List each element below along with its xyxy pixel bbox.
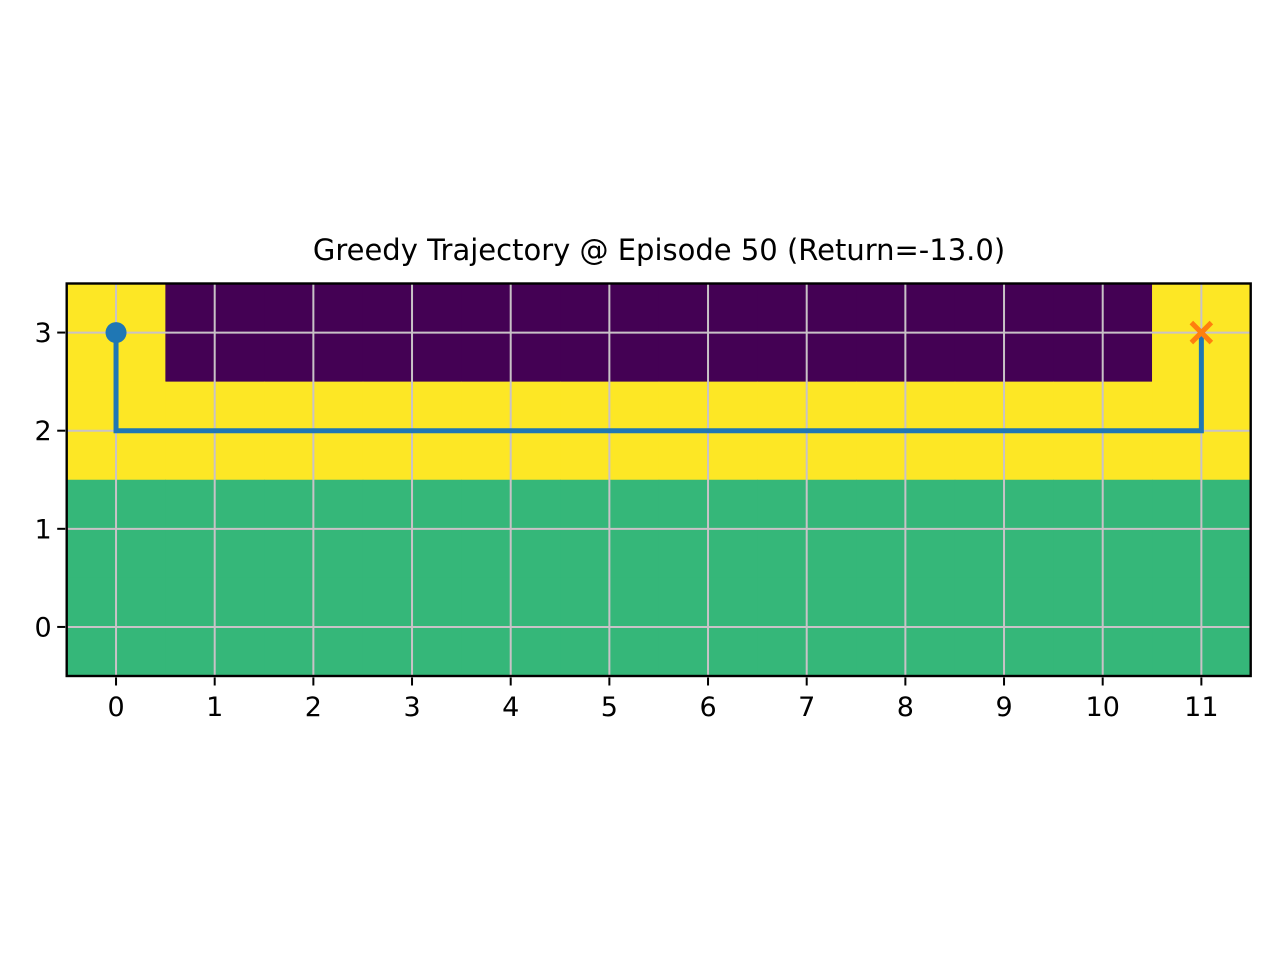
x-tick-label: 7 — [798, 692, 815, 723]
x-tick-label: 3 — [403, 692, 420, 723]
x-tick-label: 1 — [206, 692, 223, 723]
x-tick-label: 8 — [897, 692, 914, 723]
chart-title: Greedy Trajectory @ Episode 50 (Return=-… — [312, 233, 1006, 267]
x-tick-label: 10 — [1086, 692, 1120, 723]
y-tick-label: 2 — [35, 416, 52, 447]
y-tick-label: 0 — [35, 612, 52, 643]
x-tick-label: 11 — [1184, 692, 1218, 723]
start-marker — [105, 322, 127, 344]
plot-border — [65, 282, 1252, 678]
y-tick-label: 3 — [35, 318, 52, 349]
trajectory-line — [113, 332, 1204, 434]
x-tick-label: 0 — [107, 692, 124, 723]
x-tick-label: 4 — [502, 692, 519, 723]
x-tick-label: 9 — [995, 692, 1012, 723]
x-tick-label: 6 — [699, 692, 716, 723]
x-tick-label: 5 — [601, 692, 618, 723]
goal-marker-x-stroke — [1189, 320, 1214, 345]
y-tick-label: 1 — [35, 514, 52, 545]
x-tick-label: 2 — [305, 692, 322, 723]
